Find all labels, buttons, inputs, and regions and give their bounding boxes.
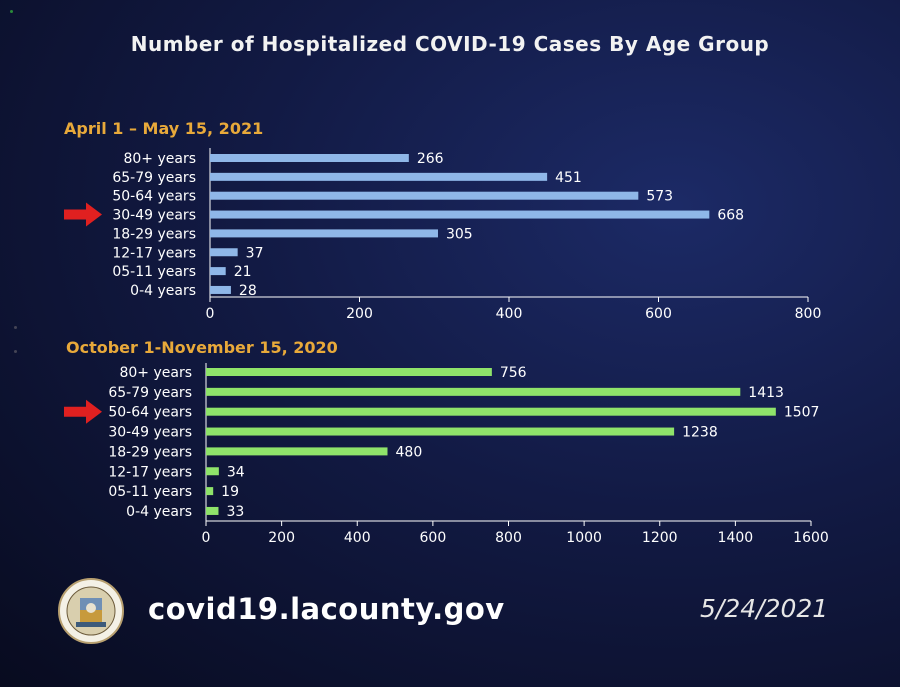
chart-2021-data-label: 668	[717, 208, 744, 224]
chart-2021-bar	[210, 191, 639, 200]
chart-2021-data-label: 37	[246, 245, 264, 261]
chart-2020-category-label: 50-64 years	[108, 405, 192, 421]
chart-2020-tick-label: 600	[420, 530, 447, 546]
chart-2020-data-label: 1413	[748, 385, 784, 401]
chart-2020-bar	[206, 427, 675, 436]
chart-2020-tick-label: 1600	[793, 530, 829, 546]
chart-2020-bar	[206, 368, 492, 376]
chart-2021-category-label: 65-79 years	[112, 170, 196, 186]
chart-2020-data-label: 34	[227, 464, 245, 480]
footer-date: 5/24/2021	[700, 594, 829, 623]
chart-2021-bar	[210, 154, 409, 162]
chart-2020-tick-label: 800	[495, 530, 522, 546]
chart-2021-category-label: 05-11 years	[112, 264, 196, 280]
chart-2020-data-label: 480	[396, 444, 423, 460]
chart-2020-data-label: 1507	[784, 405, 820, 421]
chart-2020-bar	[206, 387, 741, 396]
chart-2021-bar	[210, 267, 226, 276]
chart-2020-data-label: 19	[221, 484, 239, 500]
chart-2020-data-label: 756	[500, 365, 527, 381]
chart-2020-data-label: 1238	[682, 425, 718, 441]
chart-2021-tick-label: 600	[645, 306, 672, 322]
chart-2020-tick-label: 1000	[566, 530, 602, 546]
chart-2021-category-label: 0-4 years	[130, 283, 196, 299]
county-seal-icon	[58, 578, 124, 644]
chart-2021-data-label: 573	[646, 189, 673, 205]
chart-2021-tick-label: 400	[496, 306, 523, 322]
chart-2021-category-label: 80+ years	[123, 151, 196, 167]
chart-2020-category-label: 65-79 years	[108, 385, 192, 401]
chart-2021-category-label: 30-49 years	[112, 208, 196, 224]
chart-2020-category-label: 12-17 years	[108, 464, 192, 480]
chart-2020-category-label: 30-49 years	[108, 425, 192, 441]
corner-dot	[10, 10, 13, 13]
chart-2020-category-label: 18-29 years	[108, 444, 192, 460]
chart-2021-bar	[210, 210, 710, 219]
chart-2021-tick-label: 0	[206, 306, 215, 322]
chart-2021-category-label: 18-29 years	[112, 226, 196, 242]
chart-2020-tick-label: 1400	[718, 530, 754, 546]
chart-2020-category-label: 05-11 years	[108, 484, 192, 500]
chart-2020-bar	[206, 447, 388, 456]
chart-2020-tick-label: 1200	[642, 530, 678, 546]
chart-2020-bar	[206, 467, 219, 476]
footer-url: covid19.lacounty.gov	[148, 592, 505, 626]
chart-2021-tick-label: 200	[346, 306, 373, 322]
chart-2021-category-label: 12-17 years	[112, 245, 196, 261]
red-arrow-icon	[64, 399, 102, 424]
chart-2020-bar	[206, 487, 214, 496]
chart-2021-data-label: 21	[234, 264, 252, 280]
chart-2020-category-label: 0-4 years	[126, 504, 192, 520]
side-dot	[14, 326, 17, 329]
chart-2021-tick-label: 800	[795, 306, 822, 322]
chart-2021-data-label: 266	[417, 151, 444, 167]
chart-2021-bar	[210, 172, 548, 181]
slide-title: Number of Hospitalized COVID-19 Cases By…	[130, 32, 770, 56]
red-arrow-icon	[64, 202, 102, 227]
chart-2021-data-label: 28	[239, 283, 257, 299]
chart-2021-bar	[210, 229, 438, 238]
chart-2021-bar	[210, 248, 238, 257]
chart-2020-category-label: 80+ years	[119, 365, 192, 381]
chart-2021-category-label: 50-64 years	[112, 189, 196, 205]
chart-2020-data-label: 33	[226, 504, 244, 520]
chart-2020-tick-label: 400	[344, 530, 371, 546]
chart-2020-bar	[206, 506, 219, 515]
chart-title-2021: April 1 – May 15, 2021	[64, 119, 264, 138]
chart-2020-tick-label: 200	[268, 530, 295, 546]
chart-2021-bar	[210, 285, 231, 294]
chart-2021-data-label: 451	[555, 170, 582, 186]
chart-2020-bar	[206, 407, 776, 416]
side-dot	[14, 350, 17, 353]
chart-2021-data-label: 305	[446, 226, 473, 242]
chart-title-2020: October 1-November 15, 2020	[66, 338, 338, 357]
chart-2020-tick-label: 0	[202, 530, 211, 546]
